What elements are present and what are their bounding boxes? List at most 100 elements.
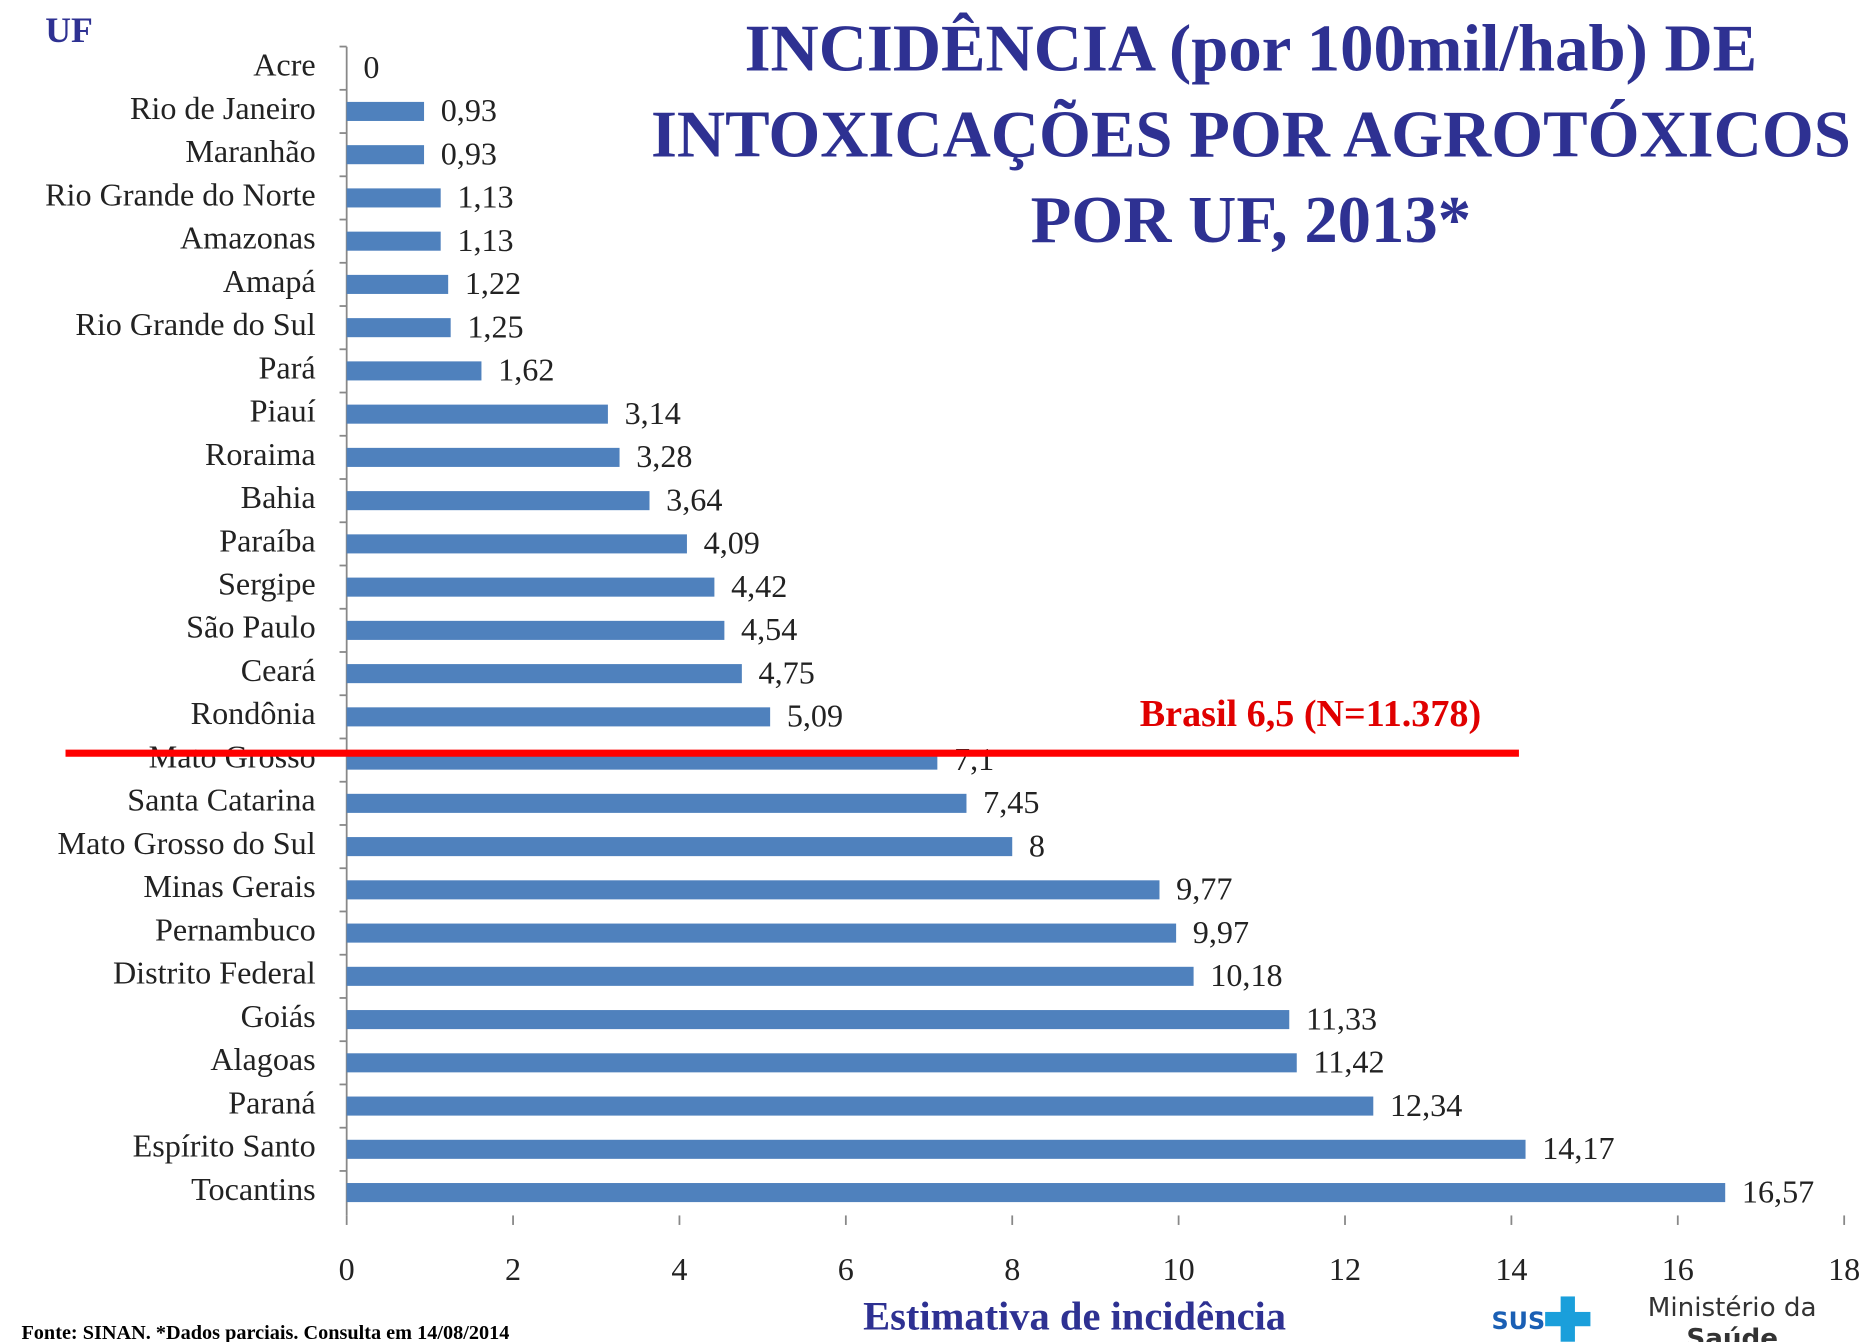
data-label: 7,1: [954, 741, 994, 777]
bar: [346, 664, 742, 684]
y-tick-label: Amazonas: [180, 220, 316, 256]
y-tick-label: Acre: [253, 47, 315, 83]
data-label: 4,54: [741, 611, 797, 647]
bar: [346, 318, 451, 338]
bar: [346, 274, 449, 294]
y-tick-label: Rio Grande do Sul: [75, 306, 315, 342]
logo: SUS Ministério da Saúde: [1492, 1293, 1817, 1342]
y-tick-label: Paraíba: [219, 522, 315, 558]
y-tick-label: Pernambuco: [155, 911, 316, 947]
bar: [346, 793, 967, 813]
bar: [346, 1096, 1374, 1116]
data-label: 10,18: [1210, 957, 1282, 993]
data-label: 3,28: [636, 438, 692, 474]
data-label: 9,77: [1176, 871, 1232, 907]
data-label: 14,17: [1542, 1130, 1614, 1166]
x-tick-label: 0: [339, 1251, 355, 1287]
bar: [346, 577, 715, 597]
logo-cross: [1545, 1311, 1591, 1327]
bar: [346, 188, 441, 208]
bar: [346, 231, 441, 251]
y-tick-label: Minas Gerais: [143, 868, 315, 904]
x-tick-label: 4: [671, 1251, 687, 1287]
data-label: 1,22: [465, 265, 521, 301]
y-tick-label: Goiás: [241, 998, 316, 1034]
data-label: 16,57: [1742, 1173, 1814, 1209]
x-tick-label: 12: [1329, 1251, 1361, 1287]
x-tick-label: 18: [1828, 1251, 1860, 1287]
data-label: 4,42: [731, 568, 787, 604]
data-label: 4,09: [704, 525, 760, 561]
bar: [346, 101, 425, 121]
x-tick-label: 14: [1495, 1251, 1527, 1287]
bar: [346, 620, 725, 640]
y-tick-label: Roraima: [205, 436, 316, 472]
data-label: 11,42: [1313, 1044, 1384, 1080]
y-tick-label: Paraná: [228, 1084, 316, 1120]
x-tick-label: 6: [838, 1251, 854, 1287]
annotation: Brasil 6,5 (N=11.378): [1140, 693, 1481, 735]
y-tick-label: Rondônia: [191, 695, 316, 731]
data-label: 0,93: [441, 135, 497, 171]
bar: [346, 1183, 1726, 1203]
bar: [346, 361, 482, 381]
y-tick-label: Amapá: [223, 263, 316, 299]
data-label: 1,62: [498, 352, 554, 388]
y-tick-label: Distrito Federal: [113, 955, 316, 991]
y-tick-label: Alagoas: [210, 1041, 315, 1077]
bar: [346, 1053, 1297, 1073]
logo-text: Saúde: [1686, 1324, 1778, 1342]
y-tick-label: Espírito Santo: [133, 1128, 316, 1164]
data-label: 0: [363, 49, 379, 85]
y-tick-label: Santa Catarina: [127, 782, 315, 818]
data-label: 8: [1029, 827, 1045, 863]
bar: [346, 966, 1194, 986]
data-label: 11,33: [1306, 1000, 1377, 1036]
data-label: 5,09: [787, 698, 843, 734]
bar: [346, 404, 608, 424]
data-label: 7,45: [983, 784, 1039, 820]
data-label: 1,13: [457, 179, 513, 215]
data-label: 12,34: [1390, 1087, 1462, 1123]
x-tick-label: 10: [1163, 1251, 1195, 1287]
y-axis-label: UF: [45, 10, 93, 50]
y-tick-label: Sergipe: [218, 566, 316, 602]
bar: [346, 447, 620, 467]
data-label: 3,64: [666, 481, 722, 517]
logo-text: SUS: [1492, 1307, 1546, 1335]
bar: [346, 1010, 1290, 1030]
data-label: 4,75: [759, 654, 815, 690]
y-tick-label: Pará: [259, 349, 316, 385]
source: Fonte: SINAN. *Dados parciais. Consulta …: [21, 1322, 509, 1342]
logo-text: Ministério da: [1648, 1293, 1817, 1323]
bar: [346, 534, 687, 554]
title-box: INCIDÊNCIA (por 100mil/hab) DE INTOXICAÇ…: [650, 12, 1851, 258]
y-tick-label: Maranhão: [185, 133, 315, 169]
data-label: 1,13: [457, 222, 513, 258]
data-label: 1,25: [467, 308, 523, 344]
x-axis-label: Estimativa de incidência: [863, 1294, 1286, 1339]
bar: [346, 1139, 1526, 1159]
y-tick-label: Piauí: [250, 393, 316, 429]
y-tick-label: Bahia: [241, 479, 316, 515]
y-tick-label: Rio Grande do Norte: [45, 176, 316, 212]
bar: [346, 145, 425, 165]
bar: [346, 707, 771, 727]
bar: [346, 837, 1013, 857]
y-tick-label: Rio de Janeiro: [130, 90, 316, 126]
x-tick-label: 2: [505, 1251, 521, 1287]
bar: [346, 923, 1177, 943]
chart-title: INCIDÊNCIA (por 100mil/hab) DE INTOXICAÇ…: [650, 12, 1851, 258]
data-label: 9,97: [1193, 914, 1249, 950]
x-tick-label: 16: [1662, 1251, 1694, 1287]
y-tick-label: São Paulo: [186, 609, 316, 645]
y-tick-label: Ceará: [241, 652, 316, 688]
y-tick-label: Tocantins: [191, 1171, 316, 1207]
bar: [346, 880, 1160, 900]
y-tick-label: Mato Grosso do Sul: [58, 825, 316, 861]
data-label: 0,93: [441, 92, 497, 128]
data-label: 3,14: [625, 395, 681, 431]
bar: [346, 491, 650, 511]
x-tick-label: 8: [1004, 1251, 1020, 1287]
